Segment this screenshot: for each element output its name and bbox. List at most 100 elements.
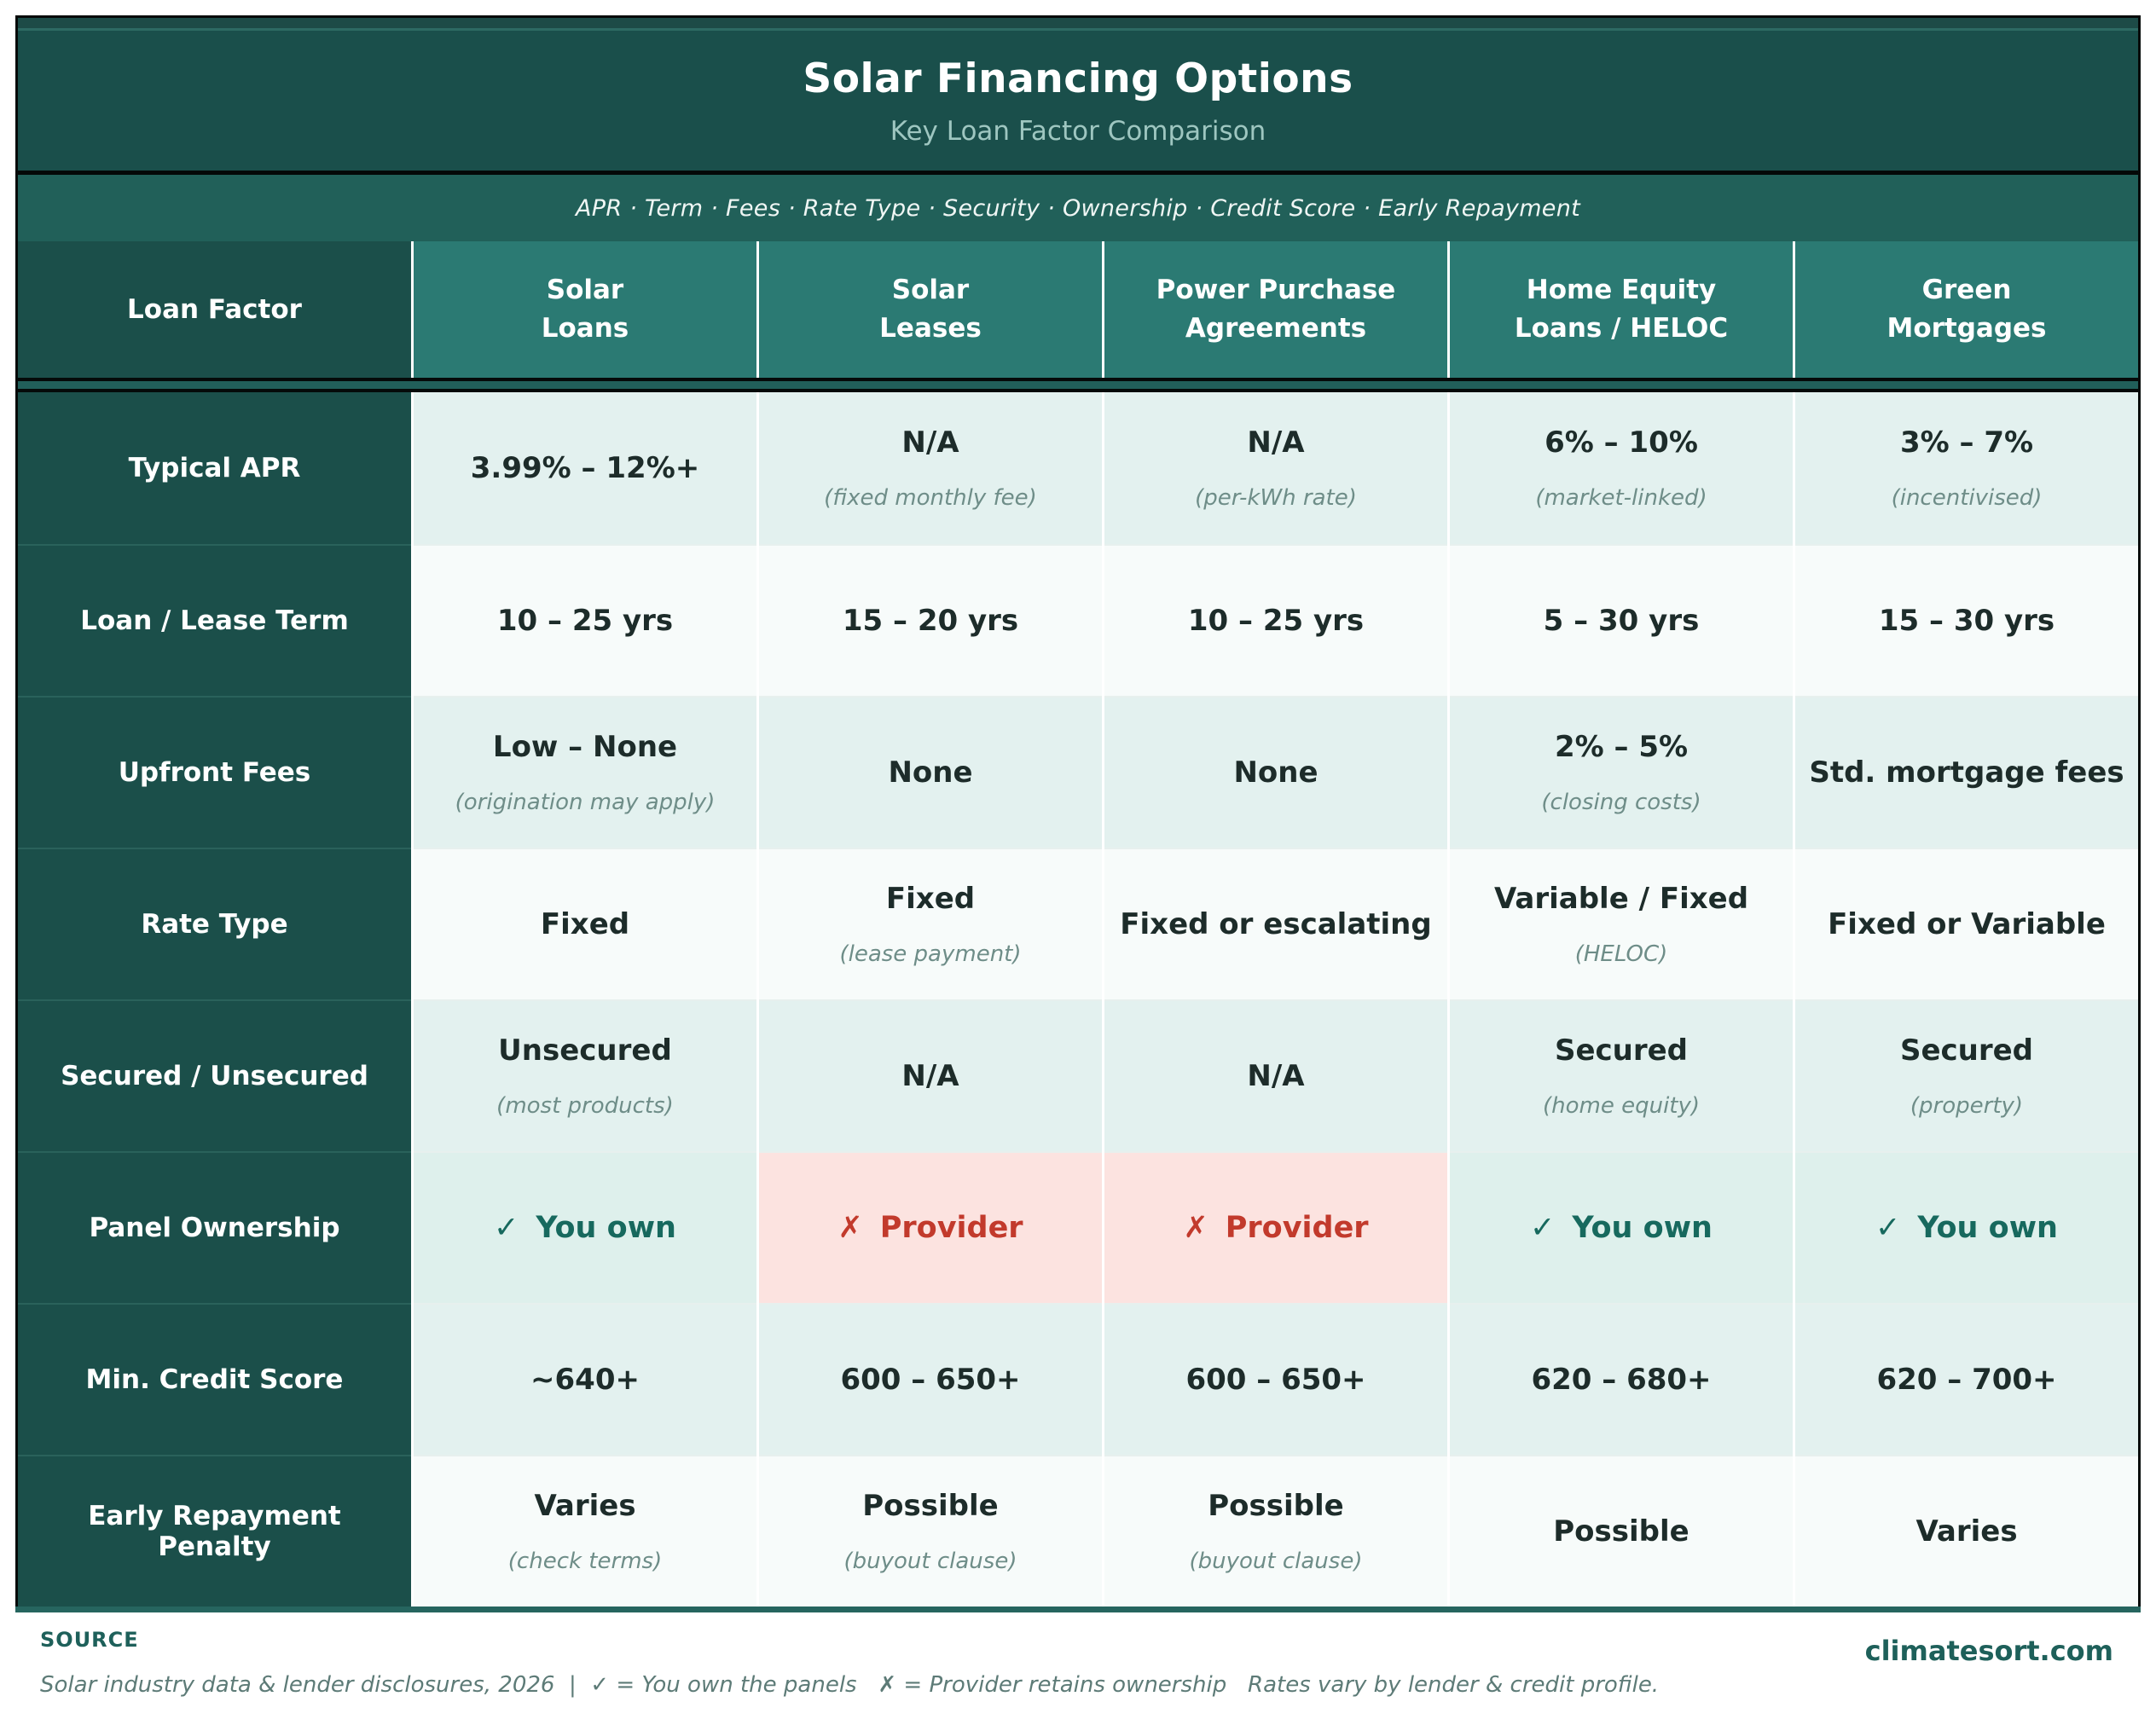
table-header-row: Loan Factor Solar Loans Solar Leases Power… (18, 241, 2138, 378)
row-label: Early Repayment Penalty (18, 1455, 411, 1607)
cell-value: ✗ Provider (1183, 1211, 1368, 1245)
value-cell: 15 – 30 yrs (1795, 544, 2138, 696)
cell-value: Possible (1553, 1514, 1689, 1549)
value-cell: Variable / Fixed (HELOC) (1450, 848, 1793, 999)
row-label: Loan / Lease Term (18, 544, 411, 696)
page-subtitle: Key Loan Factor Comparison (890, 115, 1266, 147)
cell-value: Unsecured (498, 1033, 672, 1068)
value-cell: Fixed (414, 848, 756, 999)
ownership-cell: ✓ You own (414, 1151, 756, 1303)
bottom-accent-bar (15, 1607, 2141, 1612)
ownership-text: Provider (1225, 1211, 1369, 1245)
cell-value: N/A (1247, 426, 1305, 460)
value-cell: Possible (buyout clause) (1104, 1455, 1447, 1607)
cell-note: (HELOC) (1574, 941, 1668, 967)
value-cell: ~640+ (414, 1303, 756, 1455)
cell-note: (incentivised) (1891, 485, 2043, 511)
value-cell: Fixed or Variable (1795, 848, 2138, 999)
value-cell: 15 – 20 yrs (759, 544, 1102, 696)
value-cell: Secured (property) (1795, 999, 2138, 1151)
row-label: Min. Credit Score (18, 1303, 411, 1455)
cell-value: Possible (1208, 1489, 1344, 1523)
cell-value: 3% – 7% (1899, 426, 2034, 460)
column-header: Green Mortgages (1795, 241, 2138, 378)
value-cell: 6% – 10% (market-linked) (1450, 392, 1793, 544)
cell-note: (buyout clause) (1189, 1549, 1363, 1574)
column-header: Power Purchase Agreements (1104, 241, 1447, 378)
cell-value: 10 – 25 yrs (496, 604, 674, 638)
value-cell: Possible (1450, 1455, 1793, 1607)
cell-value: 600 – 650+ (1185, 1363, 1366, 1397)
cell-value: Low – None (492, 730, 678, 764)
cell-value: 2% – 5% (1554, 730, 1689, 764)
value-cell: Secured (home equity) (1450, 999, 1793, 1151)
value-cell: None (1104, 696, 1447, 848)
cell-note: (buyout clause) (843, 1549, 1017, 1574)
ownership-text: Provider (879, 1211, 1023, 1245)
table-row: Typical APR 3.99% – 12%+ N/A (fixed monthly… (18, 392, 2138, 544)
value-cell: 620 – 700+ (1795, 1303, 2138, 1455)
value-cell: 600 – 650+ (759, 1303, 1102, 1455)
row-label: Rate Type (18, 848, 411, 999)
cell-value: Variable / Fixed (1493, 882, 1749, 916)
top-accent-strip (18, 18, 2138, 31)
table-row: Early Repayment Penalty Varies (check term… (18, 1455, 2138, 1607)
value-cell: Unsecured (most products) (414, 999, 756, 1151)
header-divider (18, 378, 2138, 392)
value-cell: N/A (fixed monthly fee) (759, 392, 1102, 544)
cell-note: (home equity) (1542, 1093, 1701, 1119)
ownership-cell: ✓ You own (1450, 1151, 1793, 1303)
value-cell: Fixed (lease payment) (759, 848, 1102, 999)
cell-note: (most products) (496, 1093, 674, 1119)
cell-value: Fixed or Variable (1828, 907, 2106, 941)
value-cell: Fixed or escalating (1104, 848, 1447, 999)
value-cell: 3.99% – 12%+ (414, 392, 756, 544)
row-label: Secured / Unsecured (18, 999, 411, 1151)
header: Solar Financing Options Key Loan Factor … (18, 31, 2138, 175)
ownership-cell: ✓ You own (1795, 1151, 2138, 1303)
cell-note: (market-linked) (1535, 485, 1707, 511)
source-text: Solar industry data & lender disclosures… (40, 1672, 1660, 1698)
table-row: Rate Type Fixed Fixed (lease payment) Fixed … (18, 848, 2138, 999)
cell-value: Varies (1915, 1514, 2018, 1549)
cell-value: Fixed or escalating (1120, 907, 1432, 941)
value-cell: Std. mortgage fees (1795, 696, 2138, 848)
table-row: Min. Credit Score ~640+ 600 – 650+ 600 – 65… (18, 1303, 2138, 1455)
check-icon: ✓ (1875, 1211, 1901, 1245)
table-body: Typical APR 3.99% – 12%+ N/A (fixed monthly… (18, 392, 2138, 1607)
cell-value: 10 – 25 yrs (1187, 604, 1365, 638)
footer-source-block: SOURCE Solar industry data & lender disc… (40, 1628, 1659, 1698)
cell-value: 620 – 680+ (1531, 1363, 1712, 1397)
cell-value: None (1233, 756, 1319, 790)
cell-note: (fixed monthly fee) (824, 485, 1037, 511)
cell-value: 600 – 650+ (840, 1363, 1021, 1397)
cell-value: 6% – 10% (1545, 426, 1698, 460)
value-cell: 600 – 650+ (1104, 1303, 1447, 1455)
value-cell: Low – None (origination may apply) (414, 696, 756, 848)
ownership-cell: ✗ Provider (759, 1151, 1102, 1303)
cell-value: Varies (534, 1489, 636, 1523)
value-cell: Possible (buyout clause) (759, 1455, 1102, 1607)
ownership-text: You own (1572, 1211, 1713, 1245)
value-cell: 3% – 7% (incentivised) (1795, 392, 2138, 544)
check-icon: ✓ (1530, 1211, 1556, 1245)
cell-note: (property) (1910, 1093, 2024, 1119)
value-cell: 5 – 30 yrs (1450, 544, 1793, 696)
value-cell: Varies (check terms) (414, 1455, 756, 1607)
cell-value: 3.99% – 12%+ (470, 451, 700, 485)
cell-note: (per-kWh rate) (1195, 485, 1357, 511)
cell-note: (closing costs) (1541, 790, 1701, 815)
cell-value: Secured (1554, 1033, 1689, 1068)
x-icon: ✗ (1183, 1211, 1208, 1245)
site-name: climatesort.com (1864, 1635, 2113, 1667)
cell-value: None (888, 756, 973, 790)
footer: SOURCE Solar industry data & lender disc… (0, 1612, 2156, 1698)
cell-note: (check terms) (507, 1549, 663, 1574)
row-label: Panel Ownership (18, 1151, 411, 1303)
ownership-cell: ✗ Provider (1104, 1151, 1447, 1303)
x-icon: ✗ (837, 1211, 863, 1245)
check-icon: ✓ (494, 1211, 519, 1245)
cell-value: N/A (901, 426, 959, 460)
cell-value: ✓ You own (1530, 1211, 1713, 1245)
cell-note: (origination may apply) (455, 790, 716, 815)
